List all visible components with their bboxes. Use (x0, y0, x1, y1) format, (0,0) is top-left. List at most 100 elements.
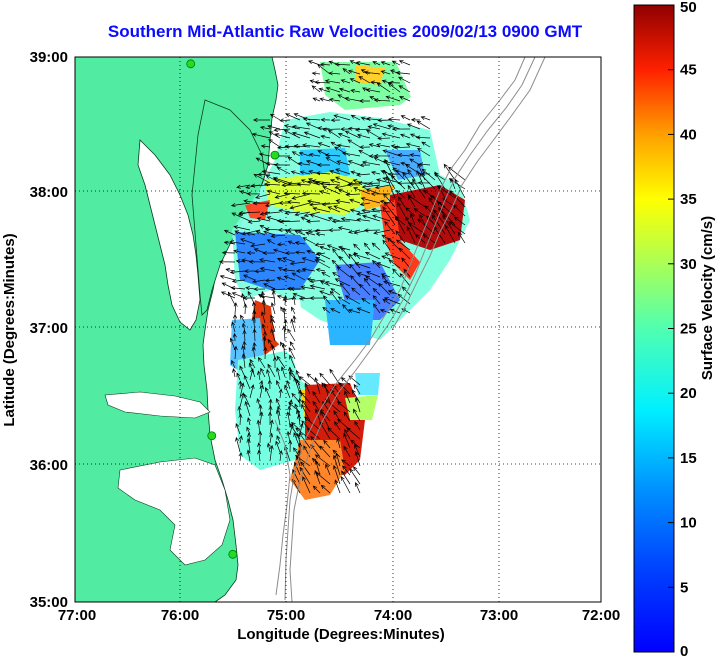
velocity-arrow (358, 98, 371, 104)
velocity-arrow (231, 212, 251, 222)
velocity-arrow (276, 257, 286, 263)
velocity-arrow (243, 199, 261, 204)
velocity-arrow (259, 266, 276, 272)
velocity-arrow (294, 241, 306, 246)
velocity-arrow (363, 242, 371, 251)
velocity-arrow (336, 401, 351, 413)
velocity-arrow (362, 160, 381, 166)
velocity-arrow (272, 248, 286, 254)
velocity-arrow (295, 409, 301, 422)
velocity-arrow (284, 144, 301, 149)
velocity-arrow (244, 269, 256, 274)
velocity-arrow (376, 178, 391, 184)
velocity-arrow (314, 80, 331, 85)
velocity-arrow (291, 306, 296, 315)
velocity-arrow (363, 228, 381, 233)
velocity-arrow (243, 393, 251, 408)
velocity-arrow (275, 409, 281, 426)
velocity-arrow (431, 214, 446, 235)
velocity-arrow (268, 131, 281, 139)
velocity-arrow (295, 268, 306, 274)
velocity-arrow (342, 304, 351, 314)
bathymetry-contours (274, 57, 546, 602)
velocity-arrow (327, 206, 341, 213)
velocity-arrow (386, 175, 396, 199)
velocity-arrow (317, 142, 331, 148)
velocity-arrow (223, 229, 236, 236)
velocity-arrow (389, 69, 401, 75)
velocity-arrow (270, 328, 276, 342)
velocity-arrow (393, 145, 411, 150)
velocity-arrow (384, 221, 396, 235)
pamlico-sound (117, 457, 231, 566)
velocity-arrow (368, 181, 381, 186)
velocity-arrow (442, 214, 456, 235)
velocity-arrow (249, 358, 256, 369)
velocity-arrow (283, 275, 296, 281)
velocity-arrow (270, 343, 276, 360)
velocity-arrow (253, 117, 271, 123)
velocity-arrow (351, 287, 361, 296)
velocity-arrow (297, 228, 311, 233)
velocity-arrow (410, 117, 421, 122)
x-axis-label: Longitude (Degrees:Minutes) (237, 626, 445, 643)
velocity-arrow (372, 287, 381, 296)
velocity-arrow (341, 459, 351, 467)
velocity-arrow (314, 228, 331, 233)
velocity-arrow (349, 78, 361, 84)
velocity-arrow (263, 211, 281, 216)
velocity-arrow (332, 248, 341, 260)
velocity-arrow (332, 272, 341, 278)
velocity-arrow (227, 291, 236, 306)
velocity-arrow (290, 318, 296, 333)
velocity-arrow (335, 168, 351, 175)
velocity-arrow (232, 332, 237, 342)
velocity-arrow (248, 259, 266, 264)
colorbar-tick-label: 10 (680, 515, 697, 532)
velocity-arrow (366, 116, 381, 121)
velocity-arrow (289, 202, 311, 210)
velocity-arrow (315, 232, 326, 237)
lat-tick-label: 39:00 (30, 49, 68, 66)
latitude-ticks: 39:00 38:00 37:00 36:00 35:00 (30, 49, 68, 611)
velocity-arrow (273, 178, 291, 186)
velocity-arrow (334, 421, 341, 431)
velocity-arrow (380, 70, 391, 75)
velocity-arrow (407, 194, 426, 208)
velocity-arrow (329, 368, 341, 386)
velocity-arrow (232, 368, 237, 378)
velocity-arrow (305, 231, 316, 236)
velocity-arrow (436, 185, 456, 199)
station-markers (186, 59, 280, 559)
velocity-arrow (398, 85, 411, 93)
velocity-arrow (356, 217, 371, 222)
velocity-arrow (347, 182, 361, 187)
velocity-arrow (356, 307, 371, 314)
velocity-arrow (269, 419, 274, 435)
velocity-arrow (376, 143, 391, 148)
velocity-arrow (242, 329, 247, 342)
velocity-arrow (295, 369, 301, 381)
velocity-arrow (381, 255, 391, 260)
velocity-arrow (246, 438, 251, 453)
velocity-arrow (260, 144, 271, 149)
velocity-arrow (339, 282, 351, 296)
station-marker (186, 59, 196, 69)
velocity-arrow (377, 118, 391, 123)
velocity-arrow (300, 461, 311, 476)
velocity-arrow (419, 172, 436, 190)
velocity-arrow (246, 191, 261, 196)
velocity-arrow (319, 245, 331, 251)
velocity-arrow (361, 208, 381, 213)
velocity-arrow (253, 173, 271, 184)
velocity-arrow (229, 240, 246, 245)
velocity-arrow (276, 242, 286, 247)
velocity-arrow (420, 116, 431, 121)
velocity-arrow (309, 284, 326, 290)
velocity-arrow (247, 219, 261, 224)
velocity-arrow (387, 117, 401, 122)
velocity-arrow (373, 153, 391, 158)
velocity-arrow (311, 85, 321, 93)
velocity-arrow (364, 251, 381, 260)
velocity-arrow (297, 161, 311, 166)
